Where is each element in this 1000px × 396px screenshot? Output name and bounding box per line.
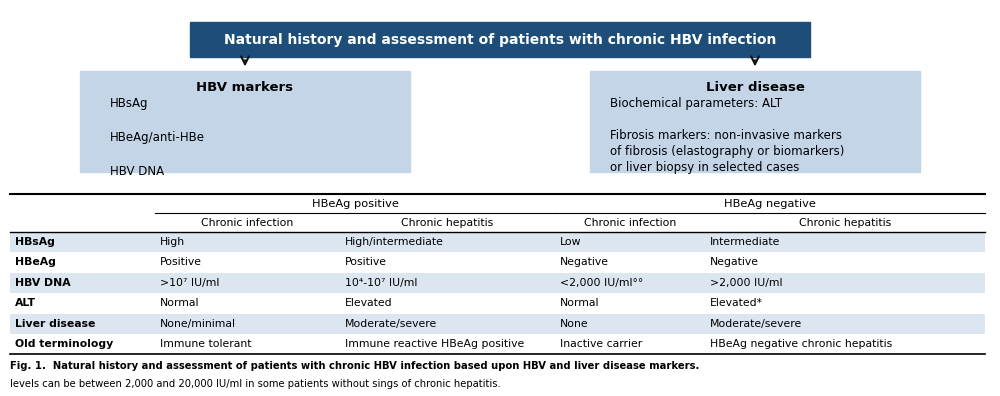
Text: Elevated*: Elevated* (710, 298, 763, 308)
Text: HBeAg negative: HBeAg negative (724, 199, 816, 209)
Text: 10⁴-10⁷ IU/ml: 10⁴-10⁷ IU/ml (345, 278, 417, 288)
Text: HBeAg: HBeAg (15, 257, 56, 267)
Text: Immune reactive HBeAg positive: Immune reactive HBeAg positive (345, 339, 524, 349)
Bar (10, 232, 985, 252)
Text: None: None (560, 319, 589, 329)
Text: High: High (160, 237, 185, 247)
Text: HBV DNA: HBV DNA (15, 278, 71, 288)
Text: Negative: Negative (710, 257, 759, 267)
Text: Normal: Normal (160, 298, 200, 308)
Bar (590, 71, 920, 172)
Bar (10, 272, 985, 293)
Bar (190, 22, 810, 57)
Text: <2,000 IU/ml°°: <2,000 IU/ml°° (560, 278, 643, 288)
Text: High/intermediate: High/intermediate (345, 237, 444, 247)
Text: Chronic infection: Chronic infection (201, 218, 294, 228)
Text: Liver disease: Liver disease (15, 319, 95, 329)
Text: Moderate/severe: Moderate/severe (345, 319, 437, 329)
Bar (10, 314, 985, 334)
Text: Positive: Positive (345, 257, 387, 267)
Text: Fig. 1.  Natural history and assessment of patients with chronic HBV infection b: Fig. 1. Natural history and assessment o… (10, 361, 699, 371)
Text: >10⁷ IU/ml: >10⁷ IU/ml (160, 278, 219, 288)
Text: Normal: Normal (560, 298, 600, 308)
Text: HBeAg positive: HBeAg positive (312, 199, 398, 209)
Text: Negative: Negative (560, 257, 609, 267)
Text: None/minimal: None/minimal (160, 319, 236, 329)
Text: Low: Low (560, 237, 582, 247)
Text: Old terminology: Old terminology (15, 339, 113, 349)
Text: Chronic hepatitis: Chronic hepatitis (401, 218, 494, 228)
Text: Chronic infection: Chronic infection (584, 218, 676, 228)
Text: HBV markers: HBV markers (196, 81, 294, 94)
Text: levels can be between 2,000 and 20,000 IU/ml in some patients without sings of c: levels can be between 2,000 and 20,000 I… (10, 379, 501, 389)
Text: Immune tolerant: Immune tolerant (160, 339, 252, 349)
Bar (80, 71, 410, 172)
Text: Elevated: Elevated (345, 298, 393, 308)
Text: Inactive carrier: Inactive carrier (560, 339, 642, 349)
Text: HBsAg

HBeAg/anti-HBe

HBV DNA: HBsAg HBeAg/anti-HBe HBV DNA (110, 97, 205, 178)
Text: Chronic hepatitis: Chronic hepatitis (799, 218, 891, 228)
Text: HBeAg negative chronic hepatitis: HBeAg negative chronic hepatitis (710, 339, 892, 349)
Text: Moderate/severe: Moderate/severe (710, 319, 802, 329)
Text: ALT: ALT (15, 298, 36, 308)
Text: Biochemical parameters: ALT

Fibrosis markers: non-invasive markers
of fibrosis : Biochemical parameters: ALT Fibrosis mar… (610, 97, 844, 174)
Text: HBsAg: HBsAg (15, 237, 55, 247)
Text: >2,000 IU/ml: >2,000 IU/ml (710, 278, 782, 288)
Text: Intermediate: Intermediate (710, 237, 780, 247)
Text: Liver disease: Liver disease (706, 81, 804, 94)
Text: Positive: Positive (160, 257, 202, 267)
Text: Natural history and assessment of patients with chronic HBV infection: Natural history and assessment of patien… (224, 32, 776, 47)
